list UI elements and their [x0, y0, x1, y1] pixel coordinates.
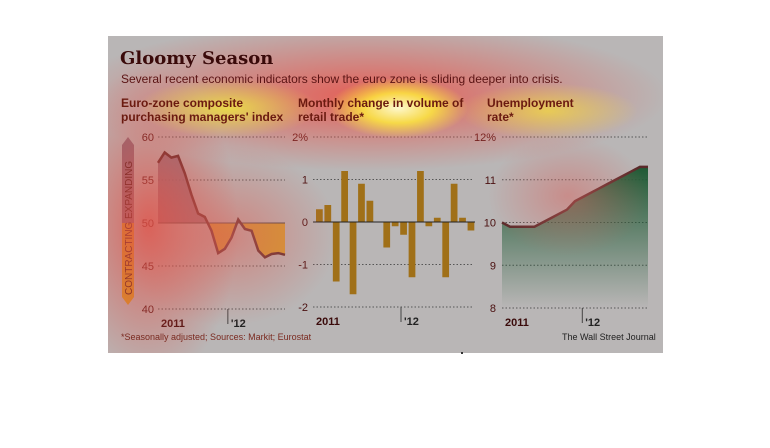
y-tick-label: 11: [485, 175, 496, 187]
chart-panel: 60 55 50 45 40 2011 '12 EXPANDING CONTRACTING 2% 1…: [108, 36, 663, 353]
bar: [332, 222, 340, 282]
unemployment-title: Unemployment rate*: [487, 96, 574, 124]
y-tick-label: 60: [142, 132, 154, 144]
source-credit: The Wall Street Journal: [562, 332, 656, 342]
retail-title-line2: retail trade*: [298, 110, 365, 124]
bar: [450, 183, 458, 222]
bar: [433, 217, 441, 222]
y-tick-label: 12%: [474, 132, 496, 144]
bar: [417, 171, 424, 222]
x-tick-label: 2011: [505, 317, 529, 329]
pmi-title-line1: Euro-zone composite: [121, 96, 244, 110]
y-tick-label: 0: [302, 217, 308, 229]
chart-subtitle: Several recent economic indicators show …: [121, 72, 563, 86]
bar: [442, 222, 450, 278]
bar: [467, 222, 475, 231]
y-tick-label: 50: [142, 218, 154, 230]
bar: [408, 222, 416, 278]
y-tick-label: 1: [302, 175, 308, 187]
x-tick-label: 2011: [161, 318, 185, 330]
bar: [425, 222, 433, 227]
unemployment-title-line1: Unemployment: [487, 96, 574, 110]
x-tick-label: '12: [585, 317, 600, 329]
bar: [400, 222, 407, 235]
y-tick-label: -2: [298, 302, 308, 314]
contracting-label: CONTRACTING: [124, 221, 135, 295]
x-tick-label: '12: [404, 316, 419, 328]
y-tick-label: 45: [142, 261, 154, 273]
y-tick-label: 55: [142, 175, 154, 187]
pmi-title-line2: purchasing managers' index: [121, 110, 284, 124]
bar: [459, 217, 466, 222]
y-tick-label: 10: [484, 218, 496, 230]
unemployment-area: [502, 166, 648, 308]
expanding-label: EXPANDING: [124, 161, 135, 219]
y-tick-label: 8: [490, 303, 496, 315]
bar: [324, 205, 332, 222]
retail-title-line1: Monthly change in volume of: [298, 96, 464, 110]
bar: [383, 222, 391, 248]
bar: [316, 209, 323, 222]
x-tick-label: '12: [231, 318, 246, 330]
y-tick-label: 9: [490, 260, 496, 272]
bar: [391, 222, 399, 227]
bar: [341, 171, 348, 222]
bar: [366, 200, 374, 222]
y-tick-label: -1: [298, 260, 308, 272]
y-tick-label: 2%: [292, 132, 308, 144]
bar: [349, 222, 357, 295]
pmi-title: Euro-zone composite purchasing managers' …: [121, 96, 283, 124]
chart-title: Gloomy Season: [120, 48, 274, 69]
footnote: *Seasonally adjusted; Sources: Markit; E…: [121, 332, 312, 342]
bar: [358, 183, 365, 222]
stray-mark: [461, 352, 463, 354]
x-tick-label: 2011: [316, 316, 340, 328]
unemployment-title-line2: rate*: [487, 110, 514, 124]
y-tick-label: 40: [142, 304, 154, 316]
retail-title: Monthly change in volume of retail trade*: [298, 96, 463, 124]
